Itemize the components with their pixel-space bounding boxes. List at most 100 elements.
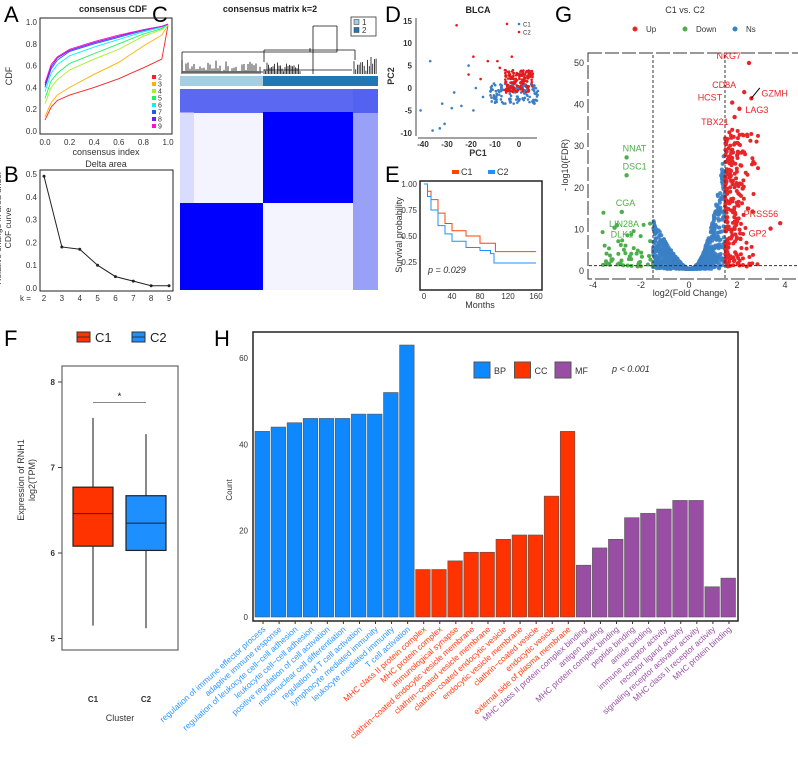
g-point-labeled bbox=[746, 60, 752, 66]
b-xtick: 5 bbox=[95, 294, 100, 303]
g-point-down bbox=[619, 258, 624, 263]
g-point-up bbox=[727, 259, 732, 264]
c-cluster-bar-2 bbox=[263, 76, 378, 86]
g-point-up bbox=[736, 199, 741, 204]
g-point-ns bbox=[716, 218, 721, 223]
g-xtick: 0 bbox=[686, 280, 691, 290]
g-gene-label: LIN28A bbox=[609, 219, 639, 229]
g-point-ns bbox=[696, 259, 701, 264]
g-ytick: 40 bbox=[574, 100, 584, 110]
g-point-ns bbox=[702, 259, 707, 264]
h-legend-label: BP bbox=[494, 366, 506, 376]
h-legend-swatch bbox=[514, 361, 531, 379]
g-ytick: 50 bbox=[574, 58, 584, 68]
g-point-down bbox=[625, 263, 630, 268]
g-point-labeled bbox=[612, 225, 617, 230]
b-ylabel: Relative change in area under CDF curve bbox=[0, 171, 13, 284]
g-point-down bbox=[631, 229, 636, 234]
h-bar bbox=[704, 586, 720, 618]
h-bar bbox=[335, 418, 351, 618]
g-point-ns bbox=[656, 253, 661, 258]
d-point-c2 bbox=[511, 68, 515, 72]
b-ytick: 0.2 bbox=[26, 238, 38, 247]
g-ytick: 0 bbox=[579, 266, 584, 276]
a-legend-label: 2 bbox=[158, 75, 162, 82]
b-k-prefix: k = bbox=[20, 294, 31, 303]
g-point-up bbox=[727, 175, 732, 180]
g-point-up bbox=[734, 222, 739, 227]
g-point-up bbox=[735, 261, 740, 266]
d-point-c1 bbox=[509, 98, 512, 101]
g-point-ns bbox=[656, 235, 661, 240]
g-point-ns bbox=[708, 230, 713, 235]
d-point-c1 bbox=[495, 92, 498, 95]
g-point-ns bbox=[715, 209, 720, 214]
g-point-up bbox=[734, 181, 739, 186]
a-ytick: 0.0 bbox=[26, 127, 38, 136]
g-point-labeled bbox=[737, 106, 742, 111]
g-point-ns bbox=[659, 238, 664, 243]
a-legend-label: 7 bbox=[158, 110, 162, 117]
panel-a-cdf: consensus CDF consensus index CDF 0.0 0.2… bbox=[4, 4, 174, 157]
a-legend-swatch bbox=[152, 89, 156, 93]
e-xtick: 160 bbox=[529, 292, 543, 301]
e-xtick: 40 bbox=[448, 292, 457, 301]
g-gene-label: PRSS56 bbox=[744, 209, 779, 219]
g-gene-label: LAG3 bbox=[745, 105, 768, 115]
g-point-down bbox=[600, 230, 605, 235]
d-point-c1 bbox=[516, 97, 520, 100]
d-point-c2 bbox=[531, 75, 534, 79]
h-bar bbox=[511, 534, 527, 618]
g-point-ns bbox=[656, 249, 661, 254]
h-bar bbox=[318, 418, 335, 618]
g-point-up bbox=[740, 132, 745, 137]
g-point-labeled bbox=[624, 173, 629, 178]
g-point-up bbox=[741, 196, 746, 201]
d-point-c1 bbox=[533, 102, 536, 105]
e-xtick: 120 bbox=[501, 292, 515, 301]
g-point-ns bbox=[651, 219, 656, 224]
g-point-up bbox=[729, 135, 734, 140]
g-point-up bbox=[735, 151, 740, 156]
g-point-up bbox=[741, 178, 746, 183]
a-cdf-line-k3 bbox=[44, 25, 169, 118]
d-point-c2 bbox=[486, 59, 490, 63]
g-point-up bbox=[741, 212, 746, 217]
g-point-ns bbox=[711, 218, 716, 223]
d-point-c2 bbox=[521, 74, 524, 77]
b-xtick: 9 bbox=[167, 294, 172, 303]
g-point-up bbox=[740, 201, 745, 206]
b-xtick: 6 bbox=[113, 294, 118, 303]
d-point-c1 bbox=[500, 100, 504, 104]
d-point-c1 bbox=[503, 102, 507, 105]
g-point-down bbox=[623, 243, 628, 248]
d-point-c2 bbox=[504, 91, 508, 94]
e-legend-label: C1 bbox=[461, 167, 473, 177]
g-point-up bbox=[749, 131, 754, 136]
g-point-down bbox=[621, 263, 626, 268]
g-point-ns bbox=[710, 234, 715, 239]
f-ytick: 6 bbox=[51, 549, 56, 558]
g-point-up bbox=[740, 262, 745, 267]
d-xtick: -20 bbox=[465, 140, 477, 149]
g-point-up bbox=[729, 178, 734, 183]
d-point-c2 bbox=[467, 73, 470, 76]
e-ytick: 0.25 bbox=[401, 258, 417, 267]
h-bar bbox=[543, 495, 560, 618]
h-ytick: 60 bbox=[239, 354, 248, 363]
d-point-c2 bbox=[504, 80, 508, 84]
d-ytick: 5 bbox=[408, 62, 413, 71]
d-point-c1 bbox=[494, 89, 498, 93]
h-bar bbox=[495, 538, 511, 618]
d-point-c2 bbox=[512, 77, 515, 80]
a-legend-label: 4 bbox=[158, 89, 162, 96]
d-point-c1 bbox=[500, 84, 503, 87]
g-point-ns bbox=[716, 230, 721, 235]
d-xtick: -10 bbox=[489, 140, 501, 149]
e-ytick: 0.50 bbox=[401, 232, 417, 241]
g-point-ns bbox=[714, 203, 719, 208]
d-point-c2 bbox=[506, 77, 510, 80]
g-point-up bbox=[756, 133, 761, 138]
c-legend-label: 2 bbox=[362, 26, 367, 35]
